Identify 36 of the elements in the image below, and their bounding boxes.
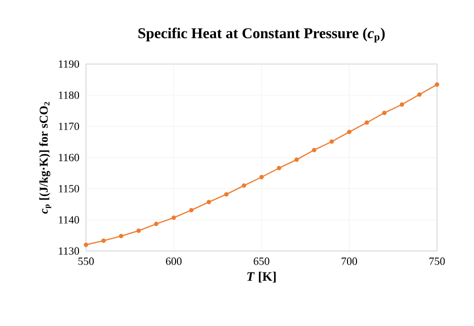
y-tick-label: 1150 bbox=[58, 184, 80, 192]
x-tick-label: 650 bbox=[254, 258, 270, 265]
point bbox=[312, 148, 316, 152]
point bbox=[172, 215, 176, 220]
point bbox=[259, 174, 264, 180]
x-tick-label: 550 bbox=[78, 258, 94, 265]
point bbox=[189, 208, 194, 212]
x-tick-label: 700 bbox=[342, 258, 358, 265]
y-tick-label: 1140 bbox=[58, 216, 80, 224]
y-tick-label: 1170 bbox=[58, 122, 80, 130]
point bbox=[347, 130, 352, 134]
y-tick-label: 1190 bbox=[58, 60, 80, 68]
point bbox=[101, 238, 106, 243]
point bbox=[154, 222, 158, 226]
y-tick-label: 1130 bbox=[58, 247, 80, 255]
y-tick-label: 1180 bbox=[58, 91, 80, 99]
point bbox=[330, 139, 334, 144]
y-tick-label: 1160 bbox=[58, 154, 80, 162]
chart-title: Specific Heat at Constant Pressure (c$_{p}$) bbox=[138, 28, 385, 42]
point bbox=[382, 110, 387, 116]
y-axis-title: c$_{p}$ [(J/kg·K)] for sCO$_{2}$ bbox=[39, 102, 52, 214]
point bbox=[364, 120, 369, 125]
point bbox=[224, 192, 229, 196]
point bbox=[417, 92, 422, 97]
point bbox=[400, 102, 404, 107]
point bbox=[206, 200, 212, 204]
point bbox=[136, 228, 141, 233]
point bbox=[84, 242, 88, 247]
point bbox=[118, 234, 124, 238]
x-axis-title: T [K] bbox=[247, 272, 276, 282]
x-tick-label: 600 bbox=[166, 258, 182, 265]
point bbox=[242, 183, 246, 188]
point bbox=[294, 157, 299, 162]
point bbox=[434, 82, 440, 87]
x-tick-label: 750 bbox=[430, 258, 445, 265]
point bbox=[276, 166, 282, 170]
